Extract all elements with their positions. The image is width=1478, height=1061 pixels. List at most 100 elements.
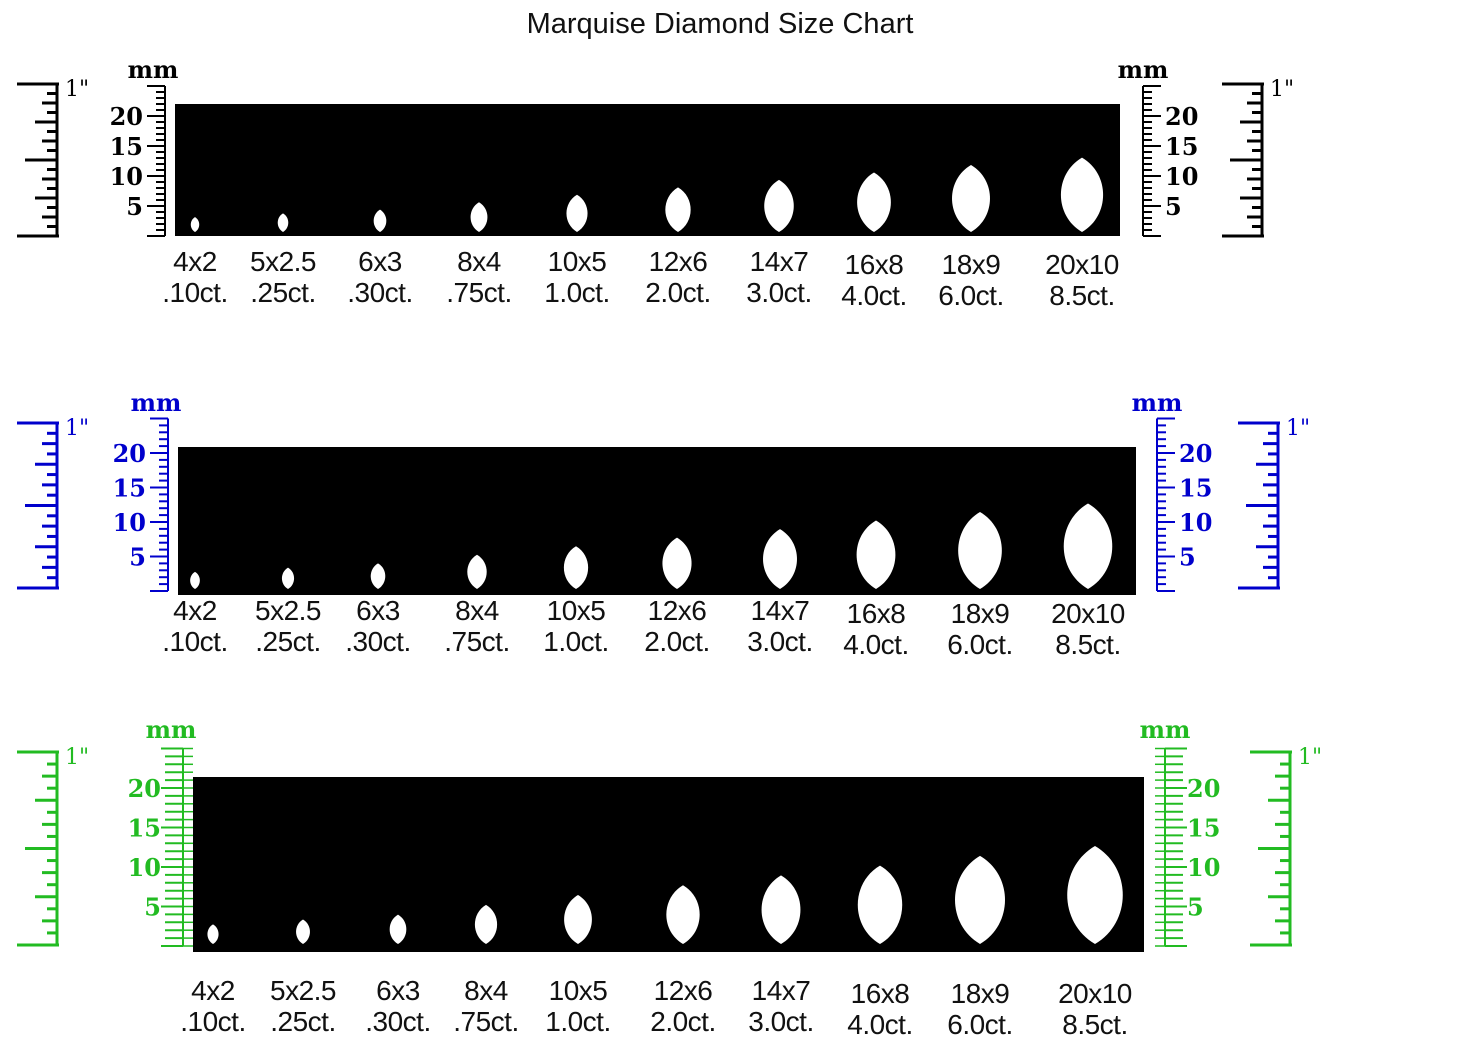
- inch-ruler-label: 1": [1286, 416, 1310, 441]
- size-label: 6x3.30ct.: [325, 246, 435, 308]
- size-dimensions: 16x8: [844, 249, 904, 280]
- size-label: 10x5 1.0ct.: [522, 246, 632, 308]
- mm-ruler-number: 20: [1187, 774, 1220, 803]
- inch-ruler-label: 1": [1298, 745, 1322, 770]
- size-label: 20x10 8.5ct.: [1040, 978, 1150, 1040]
- mm-ruler-number: 15: [110, 132, 143, 161]
- size-carat: 3.0ct.: [746, 277, 812, 308]
- size-dimensions: 18x9: [950, 978, 1010, 1009]
- inch-ruler-left: 1": [17, 745, 89, 947]
- size-label: 6x3.30ct.: [323, 595, 433, 657]
- marquise-stone-18x9: [955, 855, 1005, 944]
- size-label: 14x7 3.0ct.: [724, 246, 834, 308]
- diagram-svg: 1" 1" 5 10 15 20 5 10 15 20 mm mm: [17, 388, 1310, 595]
- size-dimensions: 8x4: [464, 975, 508, 1006]
- marquise-stone-6x3: [389, 914, 407, 944]
- marquise-stone-14x7: [763, 529, 797, 589]
- size-dimensions: 14x7: [749, 246, 809, 277]
- marquise-stone-8x4: [474, 904, 498, 944]
- mm-ruler-number: 15: [1187, 814, 1220, 843]
- size-carat: 8.5ct.: [1062, 1009, 1128, 1040]
- size-dimensions: 12x6: [647, 595, 707, 626]
- mm-label-right: mm: [1132, 388, 1183, 417]
- size-carat: .30ct.: [345, 626, 411, 657]
- mm-ruler-number: 10: [1165, 162, 1198, 191]
- size-dimensions: 14x7: [751, 975, 811, 1006]
- size-label: 18x9 6.0ct.: [925, 978, 1035, 1040]
- size-label: 5x2.5.25ct.: [248, 975, 358, 1037]
- size-carat: .75ct.: [446, 277, 512, 308]
- marquise-stone-8x4: [467, 554, 487, 589]
- size-label: 20x10 8.5ct.: [1027, 249, 1137, 311]
- size-carat: .10ct.: [180, 1006, 246, 1037]
- size-dimensions: 18x9: [950, 598, 1010, 629]
- size-carat: 2.0ct.: [645, 277, 711, 308]
- mm-label-right: mm: [1118, 55, 1169, 84]
- mm-label-left: mm: [146, 715, 197, 744]
- marquise-stone-8x4: [470, 202, 488, 232]
- mm-ruler-number: 5: [1179, 543, 1196, 572]
- size-label: 12x6 2.0ct.: [623, 246, 733, 308]
- mm-ruler-number: 20: [1165, 102, 1198, 131]
- size-dimensions: 10x5: [548, 975, 608, 1006]
- marquise-stone-4x2: [207, 924, 219, 944]
- inch-ruler-left: 1": [17, 77, 89, 238]
- size-dimensions: 14x7: [750, 595, 810, 626]
- size-dimensions: 4x2: [173, 246, 217, 277]
- panel-blue-ruler: 1" 1" 5 10 15 20 5 10 15 20 mm mm 4x2.10ct. 5x2.5.25c…: [0, 388, 1478, 670]
- marquise-stone-5x2.5: [281, 567, 295, 589]
- panel-black-ruler: 1" 1" 5 10 15 20 5 10 15 20 mm mm 4x2.10ct. 5x2.5.25c…: [0, 55, 1478, 320]
- marquise-stone-18x9: [958, 511, 1002, 589]
- marquise-stone-5x2.5: [277, 213, 289, 232]
- size-dimensions: 4x2: [173, 595, 217, 626]
- mm-ruler-number: 5: [129, 543, 146, 572]
- marquise-stone-14x7: [764, 179, 794, 232]
- inch-ruler-label: 1": [65, 745, 89, 770]
- marquise-stone-16x8: [856, 520, 896, 589]
- marquise-stone-18x9: [952, 165, 990, 232]
- mm-ruler-number: 10: [113, 508, 146, 537]
- marquise-stone-12x6: [662, 537, 692, 589]
- size-label: 18x9 6.0ct.: [925, 598, 1035, 660]
- size-label: 4x2.10ct.: [140, 246, 250, 308]
- marquise-stone-10x5: [564, 895, 592, 944]
- marquise-stone-14x7: [761, 875, 801, 944]
- size-dimensions: 5x2.5: [270, 975, 337, 1006]
- size-carat: 8.5ct.: [1055, 629, 1121, 660]
- mm-ruler-number: 5: [144, 893, 161, 922]
- size-carat: 6.0ct.: [947, 629, 1013, 660]
- size-label: 20x10 8.5ct.: [1033, 598, 1143, 660]
- size-dimensions: 8x4: [457, 246, 501, 277]
- size-label: 8x4.75ct.: [422, 595, 532, 657]
- size-label: 14x7 3.0ct.: [725, 595, 835, 657]
- size-carat: 3.0ct.: [747, 626, 813, 657]
- size-carat: .30ct.: [347, 277, 413, 308]
- mm-label-left: mm: [128, 55, 179, 84]
- size-carat: 6.0ct.: [938, 280, 1004, 311]
- mm-ruler-number: 10: [1187, 853, 1220, 882]
- size-dimensions: 6x3: [376, 975, 420, 1006]
- inch-ruler-label: 1": [1270, 77, 1294, 102]
- size-carat: .75ct.: [444, 626, 510, 657]
- size-dimensions: 20x10: [1045, 249, 1119, 280]
- mm-ruler-number: 20: [1179, 439, 1212, 468]
- size-dimensions: 20x10: [1051, 598, 1125, 629]
- marquise-stone-20x10: [1060, 157, 1104, 232]
- marquise-stone-10x5: [566, 194, 588, 232]
- size-carat: 1.0ct.: [543, 626, 609, 657]
- size-label: 14x7 3.0ct.: [726, 975, 836, 1037]
- size-dimensions: 16x8: [850, 978, 910, 1009]
- inch-ruler-right: 1": [1222, 77, 1294, 238]
- mm-ruler-number: 15: [1179, 474, 1212, 503]
- size-label: 10x5 1.0ct.: [523, 975, 633, 1037]
- inch-ruler-label: 1": [65, 416, 89, 441]
- size-dimensions: 6x3: [356, 595, 400, 626]
- inch-ruler-left: 1": [17, 416, 89, 590]
- inch-ruler-label: 1": [65, 77, 89, 102]
- marquise-stone-20x10: [1067, 846, 1123, 944]
- mm-ruler-number: 15: [113, 474, 146, 503]
- size-dimensions: 5x2.5: [250, 246, 317, 277]
